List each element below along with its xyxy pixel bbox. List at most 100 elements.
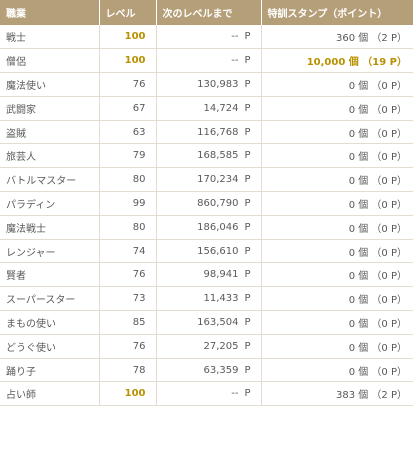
next-level-cell: 116,768 P	[156, 120, 262, 145]
next-level-unit: P	[244, 55, 251, 67]
job-name-cell: どうぐ使い	[0, 334, 100, 359]
training-stamp-cell: 0 個 （0 P）	[261, 72, 413, 97]
next-level-cell: -- P	[156, 48, 262, 74]
next-level-unit: P	[244, 364, 251, 376]
table-row: バトルマスター 80 170,234 P 0 個 （0 P）	[0, 167, 413, 193]
table-row: 賢者 76 98,941 P 0 個 （0 P）	[0, 262, 413, 288]
next-level-unit: P	[244, 78, 251, 90]
training-stamp-cell: 383 個 （2 P）	[261, 381, 413, 407]
next-level-unit: P	[244, 102, 251, 114]
level-cell: 76	[99, 262, 157, 288]
table-row: 占い師 100 -- P 383 個 （2 P）	[0, 381, 413, 407]
level-cell: 100	[99, 48, 157, 74]
next-level-cell: 860,790 P	[156, 191, 262, 216]
next-level-cell: -- P	[156, 25, 262, 50]
table-header-row: 職業 レベル 次のレベルまで 特訓スタンプ（ポイント）	[0, 0, 413, 25]
table-row: まもの使い 85 163,504 P 0 個 （0 P）	[0, 310, 413, 335]
job-name-cell: まもの使い	[0, 310, 100, 335]
job-name-cell: 占い師	[0, 381, 100, 407]
training-stamp-cell: 0 個 （0 P）	[261, 286, 413, 312]
table-row: パラディン 99 860,790 P 0 個 （0 P）	[0, 191, 413, 216]
job-level-table: 職業 レベル 次のレベルまで 特訓スタンプ（ポイント） 戦士 100 -- P 360 …	[0, 0, 413, 407]
level-cell: 76	[99, 72, 157, 97]
next-level-cell: 14,724 P	[156, 96, 262, 121]
column-header-job: 職業	[0, 0, 100, 25]
next-level-unit: P	[244, 269, 251, 281]
job-name-cell: バトルマスター	[0, 167, 100, 193]
training-stamp-cell: 360 個 （2 P）	[261, 25, 413, 50]
level-cell: 79	[99, 143, 157, 169]
next-level-cell: 186,046 P	[156, 215, 262, 240]
column-header-training-stamp: 特訓スタンプ（ポイント）	[261, 0, 413, 25]
level-cell: 67	[99, 96, 157, 121]
job-name-cell: スーパースター	[0, 286, 100, 312]
level-cell: 85	[99, 310, 157, 335]
next-level-cell: 130,983 P	[156, 72, 262, 97]
job-name-cell: 踊り子	[0, 358, 100, 383]
level-cell: 74	[99, 239, 157, 264]
job-name-cell: 魔法使い	[0, 72, 100, 97]
table-row: 踊り子 78 63,359 P 0 個 （0 P）	[0, 358, 413, 383]
next-level-unit: P	[244, 316, 251, 328]
next-level-value: 130,983	[197, 78, 239, 90]
column-header-level: レベル	[99, 0, 157, 25]
next-level-cell: 168,585 P	[156, 143, 262, 169]
training-stamp-cell: 0 個 （0 P）	[261, 215, 413, 240]
table-row: スーパースター 73 11,433 P 0 個 （0 P）	[0, 286, 413, 312]
next-level-value: 168,585	[197, 150, 239, 162]
next-level-unit: P	[244, 31, 251, 43]
table-row: 盗賊 63 116,768 P 0 個 （0 P）	[0, 120, 413, 145]
table-row: 旅芸人 79 168,585 P 0 個 （0 P）	[0, 143, 413, 169]
training-stamp-cell: 0 個 （0 P）	[261, 120, 413, 145]
next-level-unit: P	[244, 293, 251, 305]
next-level-value: 11,433	[203, 293, 239, 305]
next-level-cell: 156,610 P	[156, 239, 262, 264]
next-level-value: 186,046	[197, 221, 239, 233]
level-cell: 80	[99, 167, 157, 193]
next-level-value: 170,234	[197, 174, 239, 186]
next-level-unit: P	[244, 126, 251, 138]
training-stamp-cell: 0 個 （0 P）	[261, 239, 413, 264]
level-cell: 78	[99, 358, 157, 383]
table-row: 戦士 100 -- P 360 個 （2 P）	[0, 25, 413, 50]
next-level-unit: P	[244, 150, 251, 162]
training-stamp-cell: 0 個 （0 P）	[261, 143, 413, 169]
next-level-unit: P	[244, 174, 251, 186]
next-level-unit: P	[244, 388, 251, 400]
next-level-value: --	[231, 55, 239, 67]
training-stamp-cell: 0 個 （0 P）	[261, 167, 413, 193]
job-name-cell: 魔法戦士	[0, 215, 100, 240]
job-name-cell: 盗賊	[0, 120, 100, 145]
next-level-unit: P	[244, 340, 251, 352]
job-name-cell: 賢者	[0, 262, 100, 288]
next-level-cell: 163,504 P	[156, 310, 262, 335]
table-row: どうぐ使い 76 27,205 P 0 個 （0 P）	[0, 334, 413, 359]
next-level-value: --	[231, 388, 239, 400]
level-cell: 99	[99, 191, 157, 216]
training-stamp-cell: 0 個 （0 P）	[261, 96, 413, 121]
table-row: 僧侶 100 -- P 10,000 個 （19 P）	[0, 48, 413, 74]
table-row: 魔法使い 76 130,983 P 0 個 （0 P）	[0, 72, 413, 97]
training-stamp-cell: 0 個 （0 P）	[261, 191, 413, 216]
next-level-unit: P	[244, 245, 251, 257]
level-cell: 76	[99, 334, 157, 359]
next-level-cell: 63,359 P	[156, 358, 262, 383]
training-stamp-cell: 0 個 （0 P）	[261, 358, 413, 383]
table-row: 武闘家 67 14,724 P 0 個 （0 P）	[0, 96, 413, 121]
training-stamp-cell: 0 個 （0 P）	[261, 334, 413, 359]
job-name-cell: レンジャー	[0, 239, 100, 264]
job-name-cell: パラディン	[0, 191, 100, 216]
next-level-cell: 27,205 P	[156, 334, 262, 359]
next-level-value: 14,724	[203, 102, 239, 114]
training-stamp-cell: 0 個 （0 P）	[261, 262, 413, 288]
next-level-value: 98,941	[203, 269, 239, 281]
level-cell: 100	[99, 25, 157, 50]
training-stamp-cell: 10,000 個 （19 P）	[261, 48, 413, 74]
level-cell: 73	[99, 286, 157, 312]
job-name-cell: 戦士	[0, 25, 100, 50]
next-level-unit: P	[244, 197, 251, 209]
next-level-value: 860,790	[197, 197, 239, 209]
next-level-cell: 11,433 P	[156, 286, 262, 312]
next-level-value: 163,504	[197, 316, 239, 328]
job-name-cell: 旅芸人	[0, 143, 100, 169]
